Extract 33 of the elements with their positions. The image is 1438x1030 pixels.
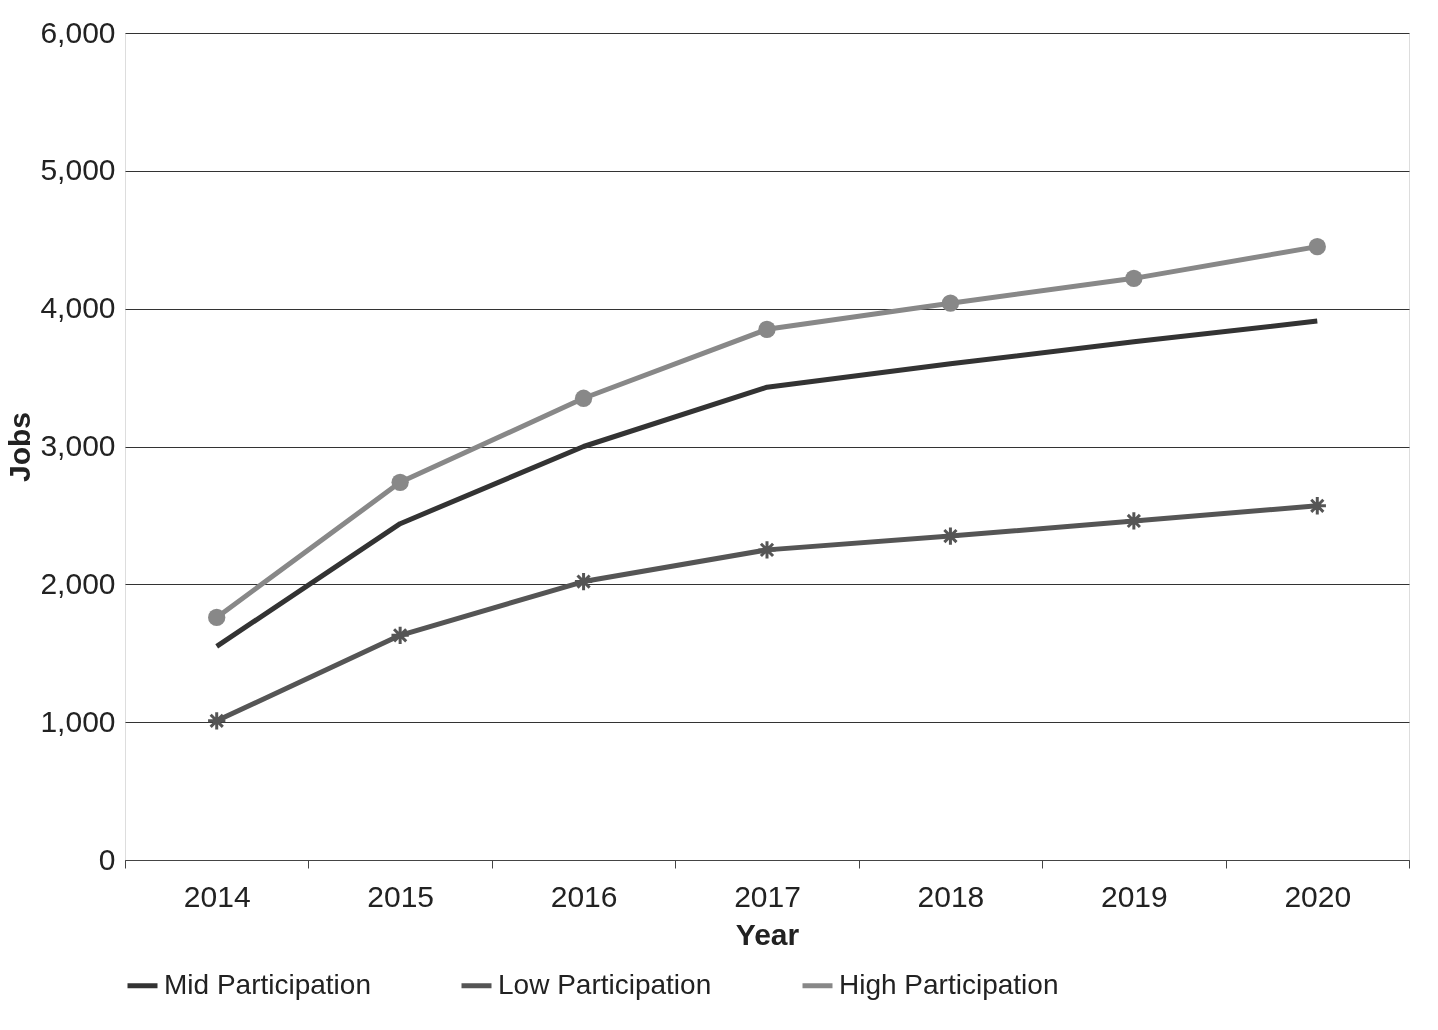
point <box>756 539 778 561</box>
point <box>1123 510 1145 532</box>
point <box>758 320 776 338</box>
y-tick-label: 5,000 <box>40 153 116 187</box>
point <box>206 710 227 731</box>
point <box>573 571 594 592</box>
y-tick-label: 0 <box>98 842 116 876</box>
x-tick-label: 2014 <box>183 879 251 913</box>
y-tick-label: 1,000 <box>40 704 116 738</box>
legend-label: Mid Participation <box>164 968 371 1000</box>
point <box>1308 238 1326 256</box>
y-axis-title: Jobs <box>3 411 37 483</box>
x-axis-title: Year <box>735 917 800 951</box>
legend-label: High Participation <box>839 968 1059 1000</box>
point <box>1307 495 1328 516</box>
point <box>389 625 411 646</box>
point <box>208 608 226 627</box>
x-tick-label: 2017 <box>734 879 801 913</box>
legend-label: Low Participation <box>498 968 712 1000</box>
point <box>940 525 961 547</box>
y-tick-label: 3,000 <box>40 429 116 462</box>
x-tick-label: 2018 <box>917 879 985 913</box>
x-tick-label: 2019 <box>1100 879 1168 913</box>
y-tick-label: 2,000 <box>40 566 116 600</box>
point <box>941 294 960 312</box>
y-tick-label: 4,000 <box>40 291 116 325</box>
point <box>1125 269 1143 287</box>
x-tick-label: 2016 <box>550 879 618 913</box>
x-tick-label: 2015 <box>367 879 435 913</box>
point <box>391 473 409 491</box>
y-tick-label: 6,000 <box>40 15 116 49</box>
x-tick-label: 2020 <box>1284 879 1352 913</box>
point <box>574 389 593 407</box>
